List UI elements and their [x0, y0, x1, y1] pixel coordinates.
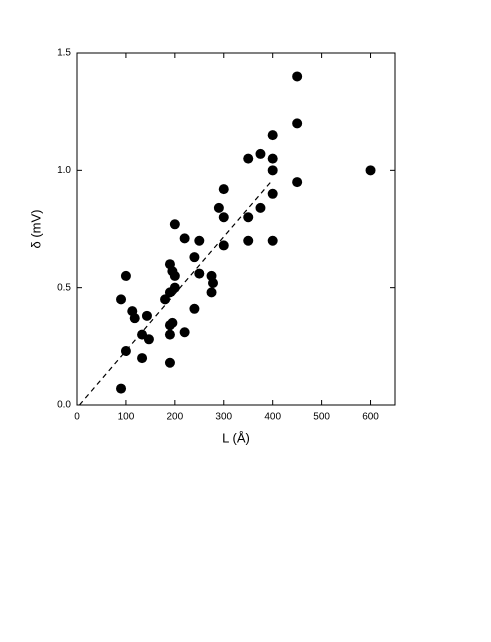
data-point [179, 233, 190, 244]
data-point [137, 329, 148, 340]
data-point [267, 235, 278, 246]
data-point [292, 118, 303, 129]
x-tick-label: 200 [167, 412, 184, 423]
data-point [267, 165, 278, 176]
y-tick-label: 1.0 [57, 165, 71, 176]
data-point [160, 294, 171, 305]
data-point [129, 313, 140, 324]
data-point [137, 353, 148, 364]
data-point [243, 153, 254, 164]
data-point [164, 287, 175, 298]
data-point [213, 202, 224, 213]
data-point [141, 310, 152, 321]
data-point [243, 212, 254, 223]
x-axis-label: L (Å) [222, 430, 250, 445]
data-point [169, 270, 180, 281]
y-tick-label: 0.5 [57, 282, 71, 293]
data-point [218, 240, 229, 251]
data-point [179, 327, 190, 338]
data-point [194, 235, 205, 246]
data-point [365, 165, 376, 176]
data-point [164, 320, 175, 331]
data-point [208, 277, 219, 288]
data-point [189, 303, 200, 314]
y-tick-label: 0.0 [57, 400, 71, 411]
data-point [189, 252, 200, 263]
data-point [164, 357, 175, 368]
data-point [218, 184, 229, 195]
plot-frame [76, 52, 396, 406]
data-point [267, 130, 278, 141]
data-point [255, 202, 266, 213]
data-point [255, 148, 266, 159]
y-tick-label: 1.5 [57, 48, 71, 59]
data-point [120, 270, 131, 281]
x-tick-label: 400 [264, 412, 281, 423]
data-point [218, 212, 229, 223]
x-tick-label: 0 [74, 412, 80, 423]
data-point [164, 329, 175, 340]
data-point [169, 219, 180, 230]
x-tick-label: 100 [118, 412, 135, 423]
x-tick-label: 500 [313, 412, 330, 423]
data-point [292, 71, 303, 82]
x-tick-label: 300 [215, 412, 232, 423]
data-point [243, 235, 254, 246]
data-point [120, 346, 131, 357]
data-point [267, 188, 278, 199]
data-point [116, 294, 127, 305]
data-point [194, 268, 205, 279]
data-point [267, 153, 278, 164]
y-axis-label: δ (mV) [28, 209, 43, 248]
data-point [116, 383, 127, 394]
data-point [292, 177, 303, 188]
x-tick-label: 600 [362, 412, 379, 423]
data-point [206, 287, 217, 298]
